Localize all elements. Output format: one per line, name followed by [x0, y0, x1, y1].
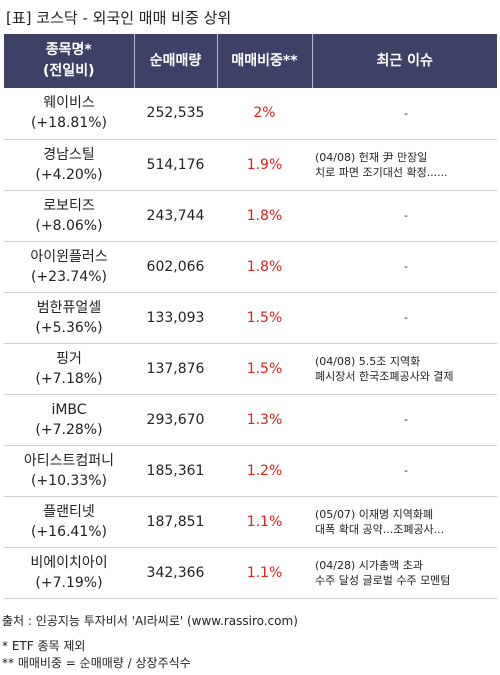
table-row: iMBC (+7.28%) 293,670 1.3% - — [4, 394, 497, 446]
stock-name: 로보티즈 — [43, 197, 95, 214]
recent-issue-line1: (04/28) 시가총액 초과 — [315, 558, 423, 572]
table-row: 아이윈플러스 (+23.74%) 602,066 1.8% - — [4, 241, 497, 293]
table-row: 웨이비스 (+18.81%) 252,535 2% - — [4, 88, 497, 140]
footnote-ratio: ** 매매비중 = 순매매량 / 상장주식수 — [2, 656, 191, 670]
table-body: 웨이비스 (+18.81%) 252,535 2% - 경남스틸 (+4.20%) 514,1… — [4, 88, 497, 599]
trade-ratio-cell: 1.5% — [217, 343, 312, 395]
header-trade-ratio: 매매비중** — [217, 34, 313, 88]
table-header: 종목명* (전일비) 순매매량 매매비중** 최근 이슈 — [4, 34, 497, 88]
header-net-volume: 순매매량 — [134, 34, 218, 88]
header-stock-name-line1: 종목명* — [45, 42, 92, 58]
trade-ratio-cell: 1.8% — [217, 241, 312, 293]
net-volume-cell: 342,366 — [134, 547, 217, 599]
stock-change: (+4.20%) — [35, 166, 103, 183]
recent-issue-cell: - — [312, 190, 497, 242]
table-row: 핑거 (+7.18%) 137,876 1.5% (04/08) 5.5조 지역화 폐시장… — [4, 343, 497, 395]
stock-name: 아이윈플러스 — [30, 248, 108, 265]
stock-name-cell: 경남스틸 (+4.20%) — [4, 139, 134, 191]
stock-name-cell: 범한퓨얼셀 (+5.36%) — [4, 292, 134, 344]
recent-issue-line2: 대폭 확대 공약...조폐공사... — [315, 522, 445, 536]
net-volume-cell: 293,670 — [134, 394, 217, 446]
stock-name: 웨이비스 — [43, 95, 95, 112]
foreign-trading-table: 종목명* (전일비) 순매매량 매매비중** 최근 이슈 웨이비스 (+18.81… — [4, 34, 497, 599]
table-row: 아티스트컴퍼니 (+10.33%) 185,361 1.2% - — [4, 445, 497, 497]
net-volume-cell: 514,176 — [134, 139, 217, 191]
recent-issue-cell: - — [312, 394, 497, 446]
stock-name: 범한퓨얼셀 — [36, 299, 102, 316]
recent-issue-cell: - — [312, 88, 497, 140]
recent-issue-cell: - — [312, 445, 497, 497]
stock-change: (+5.36%) — [35, 319, 103, 336]
trade-ratio-cell: 1.1% — [217, 547, 312, 599]
net-volume-cell: 187,851 — [134, 496, 217, 548]
trade-ratio-cell: 1.2% — [217, 445, 312, 497]
stock-change: (+7.19%) — [35, 574, 103, 591]
stock-name: 비에이치아이 — [30, 554, 108, 571]
net-volume-cell: 602,066 — [134, 241, 217, 293]
net-volume-cell: 185,361 — [134, 445, 217, 497]
trade-ratio-cell: 2% — [217, 88, 312, 140]
stock-name: 핑거 — [56, 350, 82, 367]
trade-ratio-cell: 1.8% — [217, 190, 312, 242]
stock-name-cell: 플랜티넷 (+16.41%) — [4, 496, 134, 548]
net-volume-cell: 133,093 — [134, 292, 217, 344]
stock-name-cell: 로보티즈 (+8.06%) — [4, 190, 134, 242]
trade-ratio-cell: 1.5% — [217, 292, 312, 344]
header-recent-issue: 최근 이슈 — [312, 34, 497, 88]
stock-change: (+16.41%) — [30, 523, 108, 540]
stock-name-cell: 핑거 (+7.18%) — [4, 343, 134, 395]
recent-issue-cell: - — [312, 241, 497, 293]
trade-ratio-cell: 1.3% — [217, 394, 312, 446]
source-note: 출처 : 인공지능 투자비서 'AI라씨로' (www.rassiro.com) — [2, 614, 298, 628]
stock-name-cell: 웨이비스 (+18.81%) — [4, 88, 134, 140]
table-row: 범한퓨얼셀 (+5.36%) 133,093 1.5% - — [4, 292, 497, 344]
recent-issue-cell: (04/08) 헌재 尹 만장일 치로 파면 조기대선 확정...... — [312, 139, 497, 191]
trade-ratio-cell: 1.9% — [217, 139, 312, 191]
recent-issue-cell: (04/28) 시가총액 초과 수주 달성 글로벌 수주 모멘텀 — [312, 547, 497, 599]
recent-issue-line1: (04/08) 헌재 尹 만장일 — [315, 150, 428, 164]
stock-name: 아티스트컴퍼니 — [23, 452, 115, 469]
stock-change: (+23.74%) — [30, 268, 108, 285]
header-stock-name: 종목명* (전일비) — [4, 34, 135, 88]
stock-change: (+7.28%) — [35, 421, 103, 438]
table-row: 로보티즈 (+8.06%) 243,744 1.8% - — [4, 190, 497, 242]
stock-change: (+10.33%) — [30, 472, 108, 489]
recent-issue-cell: - — [312, 292, 497, 344]
recent-issue-line1: (04/08) 5.5조 지역화 — [315, 354, 421, 368]
trade-ratio-cell: 1.1% — [217, 496, 312, 548]
footnote-etf: * ETF 종목 제외 — [2, 639, 86, 653]
net-volume-cell: 137,876 — [134, 343, 217, 395]
stock-name: iMBC — [51, 401, 87, 418]
net-volume-cell: 252,535 — [134, 88, 217, 140]
table-row: 플랜티넷 (+16.41%) 187,851 1.1% (05/07) 이재명 지역화폐… — [4, 496, 497, 548]
stock-name: 경남스틸 — [43, 146, 95, 163]
recent-issue-line2: 수주 달성 글로벌 수주 모멘텀 — [315, 573, 451, 587]
page-title: [표] 코스닥 - 외국인 매매 비중 상위 — [6, 9, 232, 27]
stock-name-cell: 아티스트컴퍼니 (+10.33%) — [4, 445, 134, 497]
table-row: 경남스틸 (+4.20%) 514,176 1.9% (04/08) 헌재 尹 만장일 치… — [4, 139, 497, 191]
net-volume-cell: 243,744 — [134, 190, 217, 242]
recent-issue-cell: (04/08) 5.5조 지역화 폐시장서 한국조폐공사와 결제 — [312, 343, 497, 395]
stock-name-cell: 비에이치아이 (+7.19%) — [4, 547, 134, 599]
stock-change: (+7.18%) — [35, 370, 103, 387]
recent-issue-cell: (05/07) 이재명 지역화폐 대폭 확대 공약...조폐공사... — [312, 496, 497, 548]
stock-change: (+18.81%) — [30, 115, 108, 132]
stock-name-cell: 아이윈플러스 (+23.74%) — [4, 241, 134, 293]
stock-change: (+8.06%) — [35, 217, 103, 234]
stock-name: 플랜티넷 — [43, 503, 95, 520]
stock-name-cell: iMBC (+7.28%) — [4, 394, 134, 446]
table-row: 비에이치아이 (+7.19%) 342,366 1.1% (04/28) 시가총액 초과… — [4, 547, 497, 599]
header-stock-name-line2: (전일비) — [43, 63, 95, 79]
recent-issue-line2: 폐시장서 한국조폐공사와 결제 — [315, 369, 454, 383]
recent-issue-line1: (05/07) 이재명 지역화폐 — [315, 507, 434, 521]
recent-issue-line2: 치로 파면 조기대선 확정...... — [315, 165, 448, 179]
